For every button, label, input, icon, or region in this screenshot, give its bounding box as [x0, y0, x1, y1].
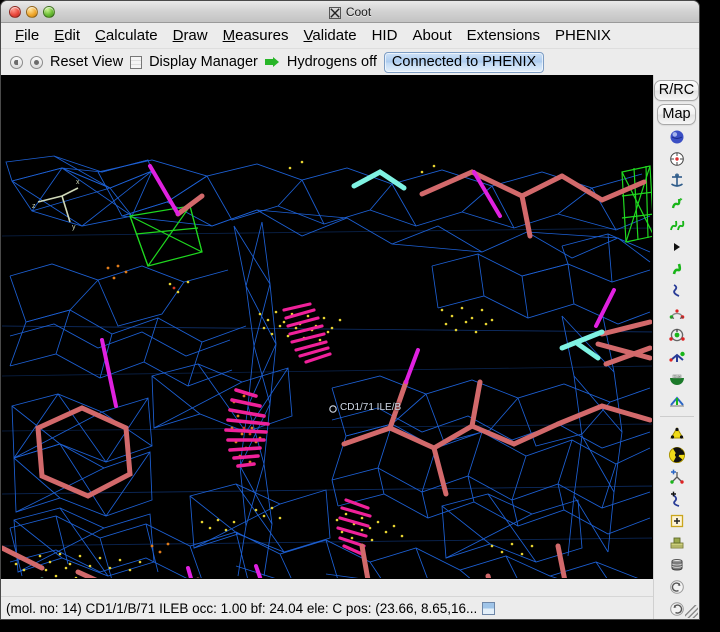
x11-icon — [328, 7, 341, 19]
svg-text:x: x — [76, 179, 80, 186]
flip-peptide-icon[interactable] — [666, 346, 688, 367]
torsion-icon[interactable] — [666, 324, 688, 345]
selected-atom-marker — [329, 405, 337, 413]
axes-labels: z x y — [32, 179, 80, 231]
triangle-atoms-icon[interactable] — [666, 422, 688, 443]
menu-file[interactable]: File — [15, 27, 40, 44]
sidebar-icon-list: Si de — [654, 125, 700, 619]
anchor-icon[interactable] — [666, 170, 688, 191]
menu-validate[interactable]: Validate — [303, 27, 357, 44]
menu-extensions[interactable]: Extensions — [466, 27, 541, 44]
map-button[interactable]: Map — [657, 104, 696, 125]
reset-view-button[interactable]: Reset View — [50, 54, 124, 70]
hydrogens-arrow-icon[interactable] — [264, 56, 280, 68]
title-bar[interactable]: Coot — [1, 1, 699, 23]
play-small-icon[interactable] — [666, 236, 688, 257]
window-resize-grip[interactable] — [685, 605, 698, 618]
side-chain-icon[interactable]: Si de — [666, 368, 688, 389]
minimize-button[interactable] — [26, 5, 38, 18]
pink-residue-group-lower — [336, 498, 372, 556]
sidebar-separator-1 — [659, 416, 694, 417]
status-bar: (mol. no: 14) CD1/1/B/71 ILEB occ: 1.00 … — [1, 596, 653, 619]
phenix-connection-status-button[interactable]: Connected to PHENIX — [383, 51, 545, 73]
menu-hid[interactable]: HID — [371, 27, 398, 44]
sphere-icon[interactable] — [666, 126, 688, 147]
reset-view-radio-b-icon[interactable] — [30, 55, 43, 69]
crosshair-icon[interactable] — [666, 148, 688, 169]
pink-residue-group-upper — [282, 302, 332, 364]
menu-calculate[interactable]: Calculate — [95, 27, 158, 44]
title-bar-label-group: Coot — [1, 1, 699, 23]
density-map-scene: z x y — [2, 76, 652, 578]
green-squiggle-icon[interactable] — [666, 258, 688, 279]
protein-bonds-cyan — [40, 169, 605, 578]
svg-text:Si de: Si de — [674, 374, 681, 378]
hydrogens-toggle-button[interactable]: Hydrogens off — [286, 54, 377, 70]
axes-indicator — [37, 187, 79, 223]
radiation-icon[interactable] — [666, 444, 688, 465]
status-bar-text: (mol. no: 14) CD1/1/B/71 ILEB occ: 1.00 … — [6, 600, 478, 616]
display-manager-icon[interactable] — [130, 55, 143, 69]
redo-icon[interactable] — [666, 598, 688, 619]
window-title: Coot — [345, 5, 372, 19]
add-atom-icon[interactable] — [666, 466, 688, 487]
atom-label: CD1/71 ILE/B — [340, 402, 402, 413]
maximize-button[interactable] — [43, 5, 55, 18]
main-area: z x y CD1/71 ILE/B R/RC Map — [1, 75, 699, 619]
coot-window: Coot File Edit Calculate Draw Measures V… — [0, 0, 700, 620]
add-terminal-residue-icon[interactable] — [666, 488, 688, 509]
close-button[interactable] — [9, 5, 21, 18]
delete-trash-icon[interactable] — [666, 554, 688, 575]
menu-phenix[interactable]: PHENIX — [555, 27, 611, 44]
svg-text:z: z — [32, 203, 36, 210]
double-ribbon-icon[interactable] — [666, 214, 688, 235]
mutate-icon[interactable] — [666, 532, 688, 553]
window-controls — [9, 5, 55, 18]
rrc-button[interactable]: R/RC — [653, 80, 699, 101]
menu-draw[interactable]: Draw — [172, 27, 208, 44]
rotate-bond-icon[interactable] — [666, 302, 688, 323]
molecular-graphics-canvas[interactable]: z x y CD1/71 ILE/B — [1, 75, 653, 579]
menu-edit[interactable]: Edit — [54, 27, 81, 44]
undo-icon[interactable] — [666, 576, 688, 597]
blue-squiggle-icon[interactable] — [666, 280, 688, 301]
reset-view-radio-a-icon[interactable] — [10, 55, 23, 69]
side-chain-bonds-magenta — [100, 164, 616, 578]
refine-zone-icon[interactable] — [666, 390, 688, 411]
status-color-swatch[interactable] — [482, 601, 496, 615]
menu-measures[interactable]: Measures — [222, 27, 289, 44]
menu-bar: File Edit Calculate Draw Measures Valida… — [1, 23, 699, 49]
pink-residue-group-center — [224, 388, 270, 468]
menu-about[interactable]: About — [412, 27, 452, 44]
protein-bonds-salmon — [2, 169, 652, 578]
right-sidebar: R/RC Map — [653, 75, 699, 619]
svg-text:y: y — [72, 224, 76, 231]
ribbon-icon[interactable] — [666, 192, 688, 213]
tool-bar: Reset View Display Manager Hydrogens off… — [1, 49, 699, 75]
map-mesh-green — [129, 165, 652, 267]
add-plus-box-icon[interactable] — [666, 510, 688, 531]
map-mesh-blue — [2, 155, 652, 578]
display-manager-button[interactable]: Display Manager — [149, 54, 258, 70]
